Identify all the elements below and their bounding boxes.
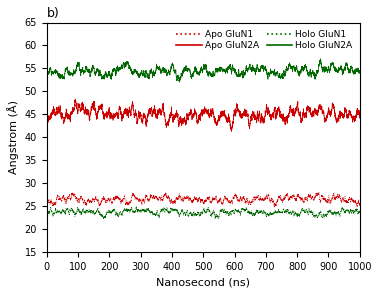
Y-axis label: Angstrom (Å): Angstrom (Å)	[7, 100, 19, 174]
X-axis label: Nanosecond (ns): Nanosecond (ns)	[156, 277, 250, 287]
Legend: Apo GluN1, Apo GluN2A, Holo GluN1, Holo GluN2A: Apo GluN1, Apo GluN2A, Holo GluN1, Holo …	[174, 27, 355, 53]
Text: b): b)	[47, 7, 60, 20]
